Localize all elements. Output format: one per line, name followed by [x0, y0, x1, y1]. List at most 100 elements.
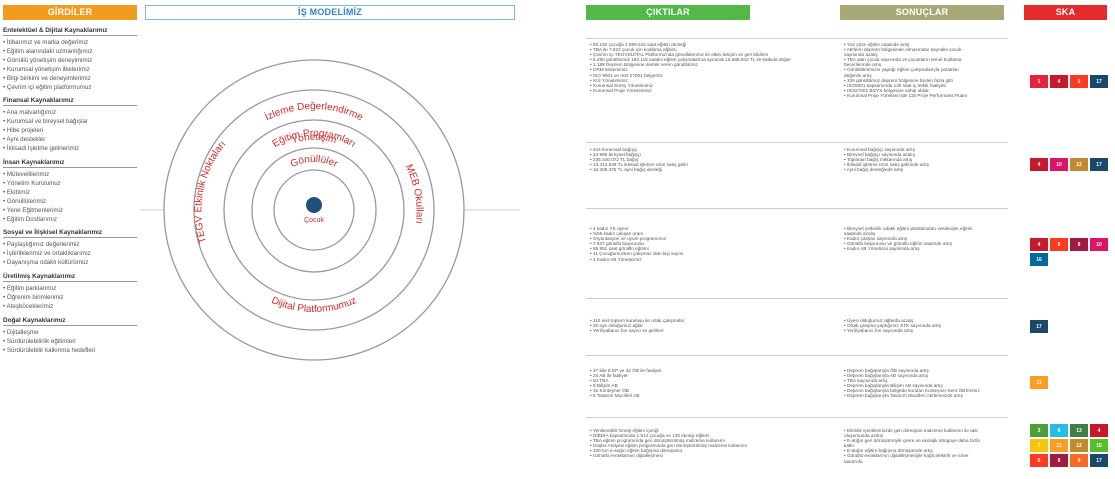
sdg-goal-icon: 10: [1090, 238, 1108, 251]
sdg-goal-icon: 6: [1050, 424, 1068, 437]
ska-icons: 1 4 5 17: [1030, 75, 1110, 88]
outputs-header: ÇIKTILAR: [586, 5, 750, 20]
sdg-goal-icon: 4: [1030, 238, 1048, 251]
outputs-item: • 4 kadın YK üyesi: [590, 226, 629, 231]
ring-label-cocuk: Çocuk: [304, 217, 324, 224]
results-item: • Bireysel bağışçı sayısında azalış: [844, 152, 915, 158]
input-item: • Hibe projeleri: [3, 127, 44, 135]
sdg-goal-icon: 17: [1090, 75, 1108, 88]
sdg-goal-icon: 5: [1050, 238, 1068, 251]
input-item: • Ekibimiz: [3, 188, 30, 196]
input-item: • Eğitim Dostlarımız: [3, 215, 58, 223]
results-item: tasarrufu: [844, 458, 863, 464]
results-block: • Deprem bağışlarıyla ÖB sayısında artış…: [844, 368, 1019, 399]
results-item: • Deprem bağışlarıyla ÖB sayısında artış: [844, 368, 929, 373]
ring-label-gonulluler: Gönüllüler: [289, 154, 340, 170]
input-item: • Dayanışma odaklı kültürümüz: [3, 259, 89, 267]
outputs-item: • 7.937 gönüllü başvurusu: [590, 241, 645, 247]
results-item: • Deprem bağışlarıyla bölgede kurulan Ko…: [844, 388, 980, 394]
sdg-goal-icon: 8: [1070, 238, 1088, 251]
input-item: • Eğitim parklarımız: [3, 285, 57, 293]
input-item: • Yönetim Kurulumuz: [3, 179, 61, 187]
outputs-item: • 11 Çocuğumuzken çalışmaz olan kişi say…: [590, 251, 684, 257]
outputs-item: • 27 ilde 6 EP ve 42 ÖB ile faaliyet: [590, 368, 662, 373]
results-block: • Üyesi olduğumuz ağlarda azalış • Ortak …: [844, 318, 1019, 333]
results-item: • Deprem bağışlarıyla AB sayısında artış: [844, 373, 928, 379]
ska-icons: 4 10 12 17: [1030, 158, 1110, 171]
input-item: • Mütevellilerimiz: [3, 170, 50, 178]
sdg-goal-icon: 7: [1030, 439, 1048, 452]
sdg-goal-icon: 8: [1050, 454, 1068, 467]
outputs-item: • DİBDİA kapsamında 1.914 çocuğa ve 136 …: [590, 433, 710, 439]
results-item: • Toplanan bağış miktarında artış: [844, 157, 913, 163]
sdg-goal-icon: 11: [1030, 376, 1048, 389]
inputs-column: Entelektüel & Dijital Kaynaklarımız • İti…: [3, 24, 137, 358]
inputs-header: GİRDİLER: [3, 5, 137, 20]
ska-icons: 3 6 13 4 7 11 12 15 5 8 9 17: [1030, 424, 1110, 467]
results-item: • Ayni bağış desteğinde artış: [844, 167, 904, 173]
input-section-title: Finansal Kaynaklarımız: [3, 94, 137, 107]
sdg-goal-icon: 16: [1030, 253, 1048, 266]
outputs-item: • 5 Tasarım Mucitleri AB: [590, 393, 640, 399]
input-section: Doğal Kaynaklarımız • Dijitalleşme • Sürdü…: [3, 314, 137, 356]
input-section: İnsan Kaynaklarımız • Mütevellilerimiz • Y…: [3, 156, 137, 224]
outputs-item: • TBA eğitim programında geri dönüştürül…: [590, 438, 725, 444]
outputs-block: • Yenilenebilir Enerji eğitim içeriği • D…: [590, 428, 830, 459]
outputs-item: • 8 Bilişim AB: [590, 383, 618, 389]
results-item: • E-atığın geri dönüşümüyle çevre ve eko…: [844, 438, 980, 444]
input-item: • İtibarımız ve marka değerimiz: [3, 39, 89, 46]
row-separator: [586, 355, 1008, 356]
results-item: • E-atığın eğitim bağışına dönüşümde art…: [844, 448, 933, 454]
results-item: • Ortak çalışma yaptığımız STK sayısında…: [844, 323, 941, 329]
outputs-item: • ISO 9001 ve ISO 27001 belgemiz: [590, 72, 663, 78]
sdg-goal-icon: 13: [1070, 424, 1088, 437]
results-item: • TBA sayısında artış: [844, 378, 888, 384]
input-section-title: Üretilmiş Kaynaklarımız: [3, 270, 137, 283]
outputs-item: • 20 üye olduğumuz ağlar: [590, 323, 643, 329]
sdg-goal-icon: 15: [1090, 439, 1108, 452]
input-section: Entelektüel & Dijital Kaynaklarımız • İti…: [3, 24, 137, 92]
input-section-title: Doğal Kaynaklarımız: [3, 314, 137, 326]
input-item: • Paylaştığımız değerlerimiz: [3, 241, 80, 249]
input-item: • Sürdürülebilirlik eğitimleri: [3, 337, 76, 345]
input-section-title: İnsan Kaynaklarımız: [3, 156, 137, 168]
results-item: • ISO9001 kapsamında 140 saat iç tetkik …: [844, 82, 946, 88]
results-item: • Deprem bağışlarıyla Bilişim AB sayısın…: [844, 383, 943, 389]
results-item: • Yerli/yabancı fon sayısında artış: [844, 328, 914, 334]
results-item: • Etkinlik içeriklerimizde geri dönüşüm …: [844, 428, 978, 433]
results-item: • Kurumsal Proje Yönetimi'nde 115 Proje …: [844, 92, 968, 98]
ska-header: SKA: [1024, 5, 1107, 20]
row-separator: [586, 142, 1008, 143]
row-separator: [586, 417, 1008, 418]
results-item: • Gönüllü evraklarının dijitalleşmesiyle…: [844, 453, 969, 459]
input-item: • Ana malvarlığımız: [3, 109, 57, 117]
sdg-goal-icon: 12: [1070, 158, 1088, 171]
results-item: saatinde azalış: [844, 231, 876, 237]
sdg-goal-icon: 12: [1070, 439, 1088, 452]
outputs-item: • Gönüllü evraklarının dijitalleşmesi: [590, 453, 663, 459]
outputs-item: • CRM Sistemimiz: [590, 67, 628, 73]
row-separator: [586, 298, 1008, 299]
results-item: becerilerinde artış: [844, 62, 882, 68]
outputs-block: • 27 ilde 6 EP ve 42 ÖB ile faaliyet • 24…: [590, 368, 830, 399]
results-item: değerde artış: [844, 72, 872, 78]
results-item: • Gönüllülerimizin yaptığı eğitim çalışm…: [844, 67, 959, 73]
results-item: • İktisadi işletme ürün satış gelirinde …: [844, 162, 930, 168]
input-item: • Yerel Eğitmenlerimiz: [3, 206, 63, 214]
outputs-item: • %55 kadın çalışan oranı: [590, 231, 644, 237]
outputs-item: • Çevrim içi TEGVDİJİTAL Platformu'nda g…: [590, 52, 769, 58]
input-section: Finansal Kaynaklarımız • Ana malvarlığımı…: [3, 94, 137, 154]
outputs-item: • 444 kurumsal bağışçı: [590, 147, 638, 152]
input-section: Üretilmiş Kaynaklarımız • Eğitim parkları…: [3, 270, 137, 312]
input-item: • Ayni destekler: [3, 136, 46, 144]
ska-icons: 11: [1030, 376, 1110, 389]
sdg-goal-icon: 3: [1030, 424, 1048, 437]
outputs-item: • 13.314.848 TL iktisadi işletme ürün sa…: [590, 162, 688, 168]
outputs-item: • TBA ile 7.522 çocuk için kodlama eğiti…: [590, 47, 677, 53]
outputs-item: • 16.209.376 TL ayni bağış desteği: [590, 167, 663, 173]
outputs-item: • 85.991 saat gönüllü eğitimi: [590, 246, 649, 252]
sdg-goal-icon: 5: [1030, 454, 1048, 467]
results-item: • 109 gönüllümüz deprem bölgesine birden…: [844, 77, 953, 83]
ring-label-yonetisim: Yönetişim: [290, 132, 337, 146]
row-separator: [586, 38, 1008, 39]
